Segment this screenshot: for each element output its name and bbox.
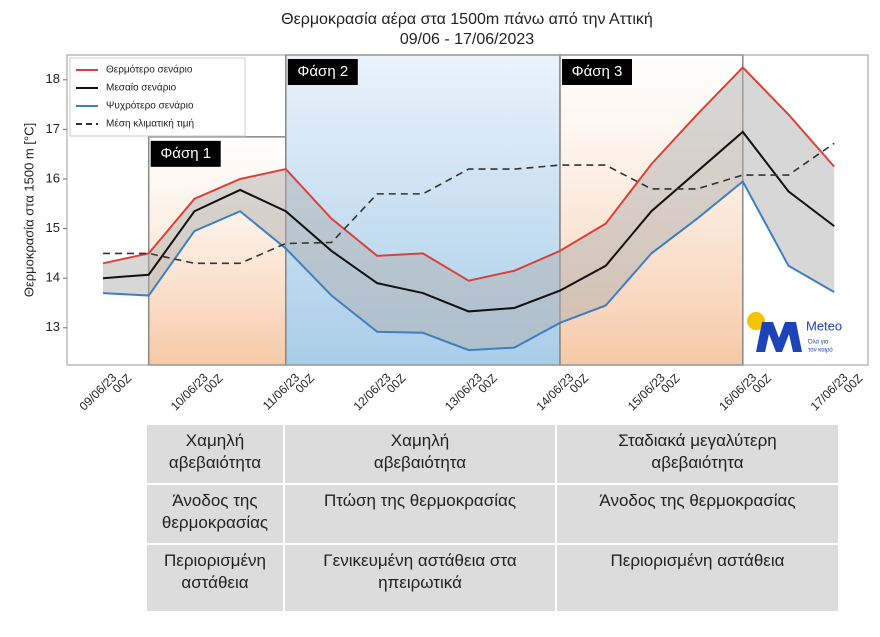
x-tick-label-date: 13/06/23: [442, 370, 485, 413]
series-line: [102, 130, 835, 313]
x-tick-label-date: 14/06/23: [533, 370, 576, 413]
x-tick-label-date: 11/06/23: [260, 370, 303, 413]
table-cell: Άνοδος της θερμοκρασίας: [557, 485, 840, 545]
y-tick-label: 18: [46, 71, 60, 86]
legend-label: Ψυχρότερο σενάριο: [106, 100, 194, 112]
phase-label-box: [150, 140, 221, 167]
x-tick-label-date: 15/06/23: [625, 370, 668, 413]
table-cell: Πτώση της θερμοκρασίας: [285, 485, 557, 545]
x-tick-label-date: 16/06/23: [716, 370, 759, 413]
y-tick-label: 16: [46, 170, 60, 185]
x-tick-label-date: 12/06/23: [351, 370, 394, 413]
legend-label: Μεσαίο σενάριο: [106, 82, 177, 94]
phase-label: Φάση 2: [297, 63, 348, 80]
series-line: [103, 142, 835, 265]
chart: Θερμοκρασία αέρα στα 1500m πάνω από την …: [21, 11, 869, 413]
x-tick-label-date: 10/06/23: [168, 370, 211, 413]
table-cell: Σταδιακά μεγαλύτερη αβεβαιότητα: [557, 425, 840, 485]
logo-tagline: Όλα για: [807, 340, 829, 346]
legend-box: [69, 57, 246, 137]
legend-label: Μέση κλιματική τιμή: [106, 118, 194, 130]
y-tick-label: 14: [46, 270, 60, 285]
table-cell: Άνοδος της θερμοκρασίας: [147, 485, 285, 545]
logo-tagline: τον καιρό: [808, 347, 833, 354]
plot-frame: [66, 54, 869, 366]
series-line: [102, 179, 835, 352]
table-cell: Χαμηλή αβεβαιότητα: [147, 425, 285, 485]
logo-mark: [756, 322, 802, 352]
phase-label-box: [287, 59, 358, 85]
info-table: Χαμηλή αβεβαιότητα Χαμηλή αβεβαιότητα Σταδ…: [147, 425, 840, 613]
chart-title: Θερμοκρασία αέρα στα 1500m πάνω από την …: [281, 11, 653, 28]
table-cell: Περιορισμένη αστάθεια: [557, 545, 840, 613]
series-line: [102, 65, 835, 282]
table-cell: Γενικευμένη αστάθεια στα ηπειρωτικά: [285, 545, 557, 613]
logo-sun: [747, 312, 765, 330]
table-cell: Περιορισμένη αστάθεια: [147, 545, 285, 613]
table-cell: Χαμηλή αβεβαιότητα: [285, 425, 557, 485]
legend-label: Θερμότερο σενάριο: [106, 64, 193, 76]
y-tick-label: 15: [46, 220, 60, 235]
uncertainty-band: [103, 67, 835, 351]
logo: Meteo Όλα για τον καιρό: [747, 312, 842, 354]
chart-subtitle: 09/06 - 17/06/2023: [400, 31, 534, 48]
phase-label: Φάση 3: [572, 63, 623, 80]
phase-label: Φάση 1: [160, 145, 211, 162]
logo-name: Meteo: [806, 318, 842, 333]
y-tick-label: 13: [46, 319, 60, 334]
x-tick-label-date: 09/06/23: [76, 370, 119, 413]
y-axis-label: Θερμοκρασία στα 1500 m [°C]: [21, 123, 36, 297]
y-tick-label: 17: [46, 121, 60, 136]
phase-label-box: [562, 59, 632, 85]
x-tick-label-date: 17/06/23: [808, 370, 851, 413]
